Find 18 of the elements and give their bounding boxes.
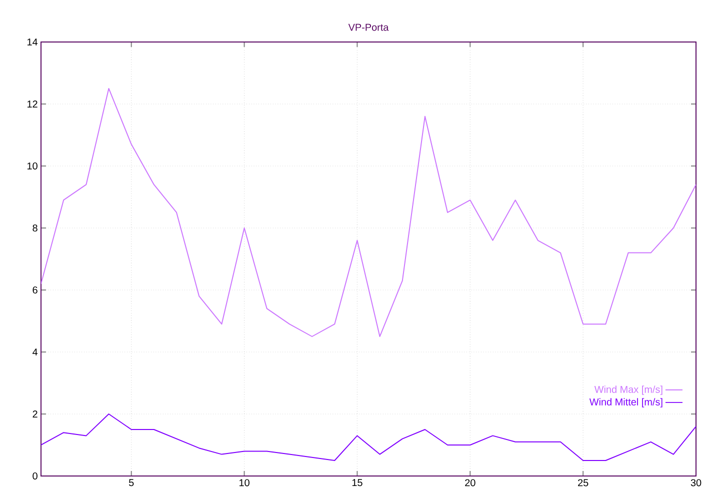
y-tick-label: 14 (28, 38, 38, 46)
chart-title: VP-Porta (348, 24, 389, 31)
x-tick-label: 10 (240, 479, 250, 486)
x-tick-label: 15 (352, 479, 362, 486)
x-tick-label: 30 (690, 479, 702, 486)
x-tick-label: 20 (465, 479, 476, 486)
y-tick-label: 4 (32, 348, 38, 356)
y-tick-label: 10 (28, 162, 38, 170)
line-series (41, 88, 696, 337)
x-tick-label: 5 (128, 479, 134, 486)
x-tick-label: 25 (578, 479, 588, 486)
y-tick-label: 0 (32, 472, 38, 480)
legend-label: Wind Mittel [m/s] (589, 398, 662, 408)
y-tick-label: 8 (32, 224, 38, 232)
y-tick-label: 2 (32, 410, 38, 418)
y-tick-label: 6 (32, 286, 38, 294)
y-tick-label: 12 (28, 100, 38, 108)
legend-label: Wind Max [m/s] (594, 386, 662, 395)
